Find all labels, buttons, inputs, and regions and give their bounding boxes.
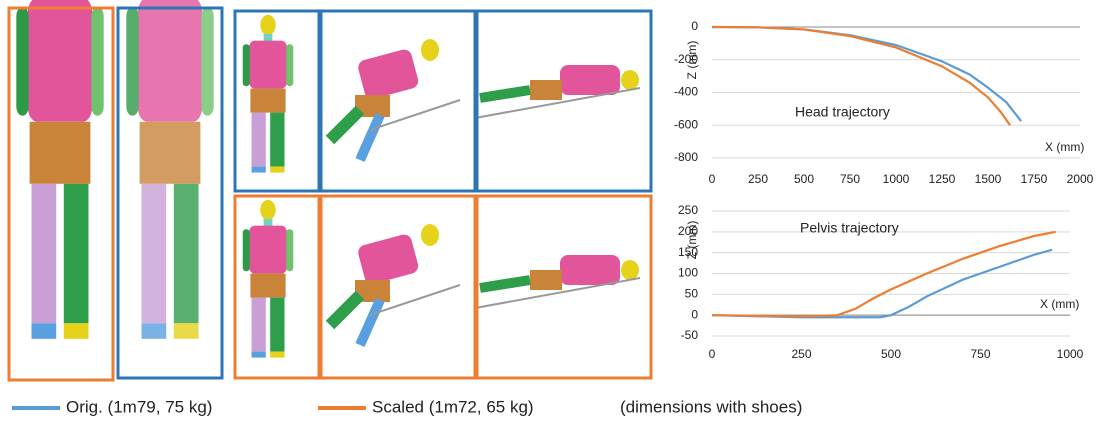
x-tick-label: 500	[794, 172, 814, 186]
y-tick-label: 50	[685, 287, 699, 301]
y-tick-label: -800	[674, 150, 698, 164]
x-tick-label: 1750	[1021, 172, 1048, 186]
y-tick-label: -50	[681, 328, 699, 342]
y-tick-label: -200	[674, 52, 698, 66]
x-tick-label: 1000	[1057, 347, 1084, 361]
y-tick-label: 100	[678, 266, 698, 280]
x-tick-label: 0	[709, 347, 716, 361]
series-line	[711, 230, 1056, 318]
y-tick-label: 200	[678, 224, 698, 238]
y-tick-label: 150	[678, 245, 698, 259]
y-tick-label: 250	[678, 203, 698, 217]
model-images	[7, 0, 653, 382]
chart-title: Head trajectory	[795, 104, 890, 120]
y-axis-label: Z (mm)	[685, 41, 699, 80]
x-tick-label: 1000	[883, 172, 910, 186]
y-axis-label: Z (mm)	[685, 221, 699, 260]
x-tick-label: 1250	[929, 172, 956, 186]
x-tick-label: 500	[881, 347, 901, 361]
x-axis-label: X (mm)	[1045, 140, 1084, 154]
x-tick-label: 750	[970, 347, 990, 361]
x-tick-label: 250	[748, 172, 768, 186]
x-tick-label: 750	[840, 172, 860, 186]
legend-label: Scaled (1m72, 65 kg)	[372, 397, 534, 416]
x-tick-label: 250	[791, 347, 811, 361]
chart-title: Pelvis trajectory	[800, 220, 899, 236]
y-tick-label: -600	[674, 117, 698, 131]
x-axis-label: X (mm)	[1040, 297, 1079, 311]
legend: Orig. (1m79, 75 kg) Scaled (1m72, 65 kg)…	[12, 397, 802, 416]
x-tick-label: 0	[709, 172, 716, 186]
y-tick-label: 0	[691, 307, 698, 321]
legend-note: (dimensions with shoes)	[620, 397, 802, 416]
series-line	[711, 25, 1011, 126]
y-tick-label: 0	[691, 19, 698, 33]
series-line	[711, 248, 1053, 319]
legend-label: Orig. (1m79, 75 kg)	[66, 397, 212, 416]
y-tick-label: -400	[674, 85, 698, 99]
x-tick-label: 1500	[975, 172, 1002, 186]
x-tick-label: 2000	[1067, 172, 1094, 186]
